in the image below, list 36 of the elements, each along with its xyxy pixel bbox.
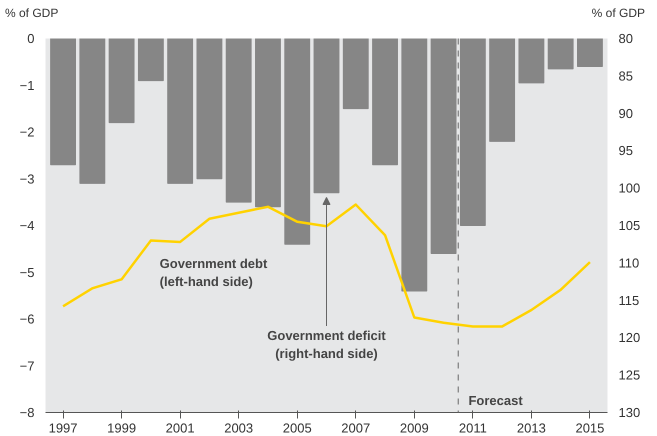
y2-tick-label: 80 <box>618 31 633 46</box>
y2-tick-label: 85 <box>618 68 633 84</box>
annotation: Government deficit (right-hand side) <box>267 328 386 362</box>
x-tick-label: 2001 <box>166 420 195 436</box>
ref-line-label: Forecast <box>468 392 524 408</box>
x-tick-label: 1997 <box>48 420 78 436</box>
x-tick-label: 2007 <box>341 420 370 436</box>
x-tick-label: 2009 <box>400 420 429 436</box>
y2-tick-label: 105 <box>618 218 640 233</box>
y2-tick-label: 95 <box>618 143 633 158</box>
x-tick-label: 2011 <box>458 420 487 436</box>
y-tick-label: −5 <box>20 264 35 280</box>
y2-tick-label: 120 <box>618 330 640 346</box>
x-tick-label: 1999 <box>107 420 136 436</box>
y-tick-label: −2 <box>20 124 35 140</box>
y-tick-label: −3 <box>20 171 35 186</box>
x-tick-label: 2015 <box>575 420 604 436</box>
y2-tick-label: 90 <box>618 106 633 121</box>
y-tick-label: 0 <box>27 31 35 46</box>
x-tick-label: 2003 <box>224 420 254 436</box>
x-tick-label: 2013 <box>516 420 546 436</box>
y2-tick-label: 115 <box>618 292 640 308</box>
y2-tick-label: 125 <box>618 368 640 383</box>
y-tick-label: −6 <box>20 312 35 326</box>
y-tick-label: −4 <box>20 218 35 233</box>
y-tick-label: −1 <box>20 78 35 93</box>
y2-axis-title: % of GDP <box>592 5 645 22</box>
annotation: Government debt (left-hand side) <box>160 256 268 289</box>
y2-tick-label: 130 <box>618 405 640 420</box>
y-tick-label: −8 <box>20 405 35 420</box>
y-tick-label: −7 <box>20 358 35 374</box>
line-series <box>62 203 592 328</box>
y2-tick-label: 100 <box>618 180 640 196</box>
y-axis-title: % of GDP <box>5 5 58 22</box>
x-tick-label: 2005 <box>282 420 312 436</box>
y2-tick-label: 110 <box>618 255 640 270</box>
